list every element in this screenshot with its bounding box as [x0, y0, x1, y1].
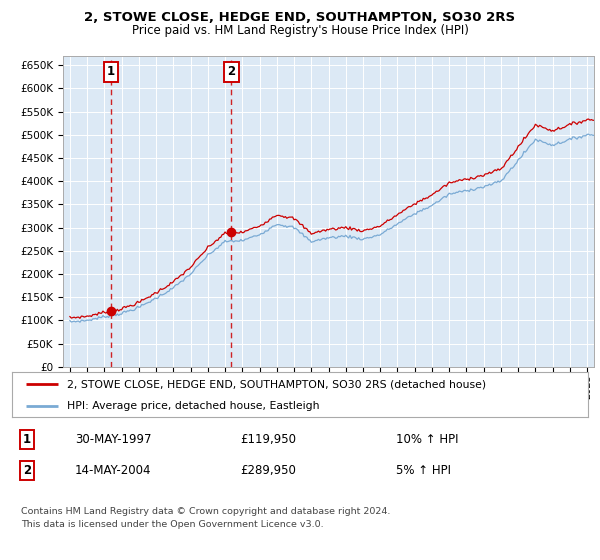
Text: £119,950: £119,950 — [240, 433, 296, 446]
Text: 2: 2 — [227, 66, 235, 78]
Text: 2: 2 — [23, 464, 31, 477]
Text: 1: 1 — [23, 433, 31, 446]
Text: 2, STOWE CLOSE, HEDGE END, SOUTHAMPTON, SO30 2RS: 2, STOWE CLOSE, HEDGE END, SOUTHAMPTON, … — [85, 11, 515, 24]
Text: Contains HM Land Registry data © Crown copyright and database right 2024.
This d: Contains HM Land Registry data © Crown c… — [21, 507, 391, 529]
Text: 1: 1 — [107, 66, 115, 78]
Text: £289,950: £289,950 — [240, 464, 296, 477]
Text: 2, STOWE CLOSE, HEDGE END, SOUTHAMPTON, SO30 2RS (detached house): 2, STOWE CLOSE, HEDGE END, SOUTHAMPTON, … — [67, 379, 486, 389]
Text: HPI: Average price, detached house, Eastleigh: HPI: Average price, detached house, East… — [67, 400, 319, 410]
Text: 14-MAY-2004: 14-MAY-2004 — [75, 464, 151, 477]
Text: 5% ↑ HPI: 5% ↑ HPI — [396, 464, 451, 477]
Text: 10% ↑ HPI: 10% ↑ HPI — [396, 433, 458, 446]
Text: 30-MAY-1997: 30-MAY-1997 — [75, 433, 151, 446]
Text: Price paid vs. HM Land Registry's House Price Index (HPI): Price paid vs. HM Land Registry's House … — [131, 24, 469, 36]
